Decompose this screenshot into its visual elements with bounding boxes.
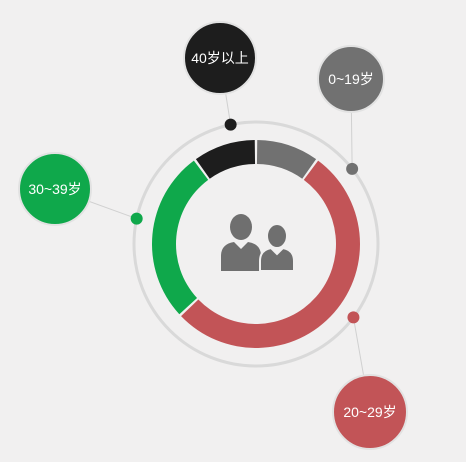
callout-dot-3: [224, 118, 237, 131]
callout-bubble-2: [18, 152, 92, 226]
donut-slices: [151, 140, 360, 348]
slice-label-3: 40岁以上: [191, 50, 249, 66]
slice-2: [151, 160, 209, 315]
slice-0: [256, 140, 317, 179]
slice-3: [195, 140, 256, 179]
callout-bubble-1: [332, 374, 408, 450]
people-icon: [221, 214, 295, 272]
callout-bubble-0: [317, 45, 385, 113]
callout-bubble-3: [183, 21, 257, 95]
callout-dot-1: [347, 311, 360, 324]
outer-ring: [132, 120, 380, 368]
callout-labels: 0~19岁 20~29岁 30~39岁 40岁以上: [18, 21, 408, 450]
slice-label-1: 20~29岁: [343, 404, 396, 420]
callout-dot-0: [346, 162, 359, 175]
slice-label-0: 0~19岁: [328, 71, 374, 87]
slice-label-2: 30~39岁: [28, 181, 81, 197]
slice-1: [181, 160, 360, 348]
callout-dot-2: [130, 212, 143, 225]
